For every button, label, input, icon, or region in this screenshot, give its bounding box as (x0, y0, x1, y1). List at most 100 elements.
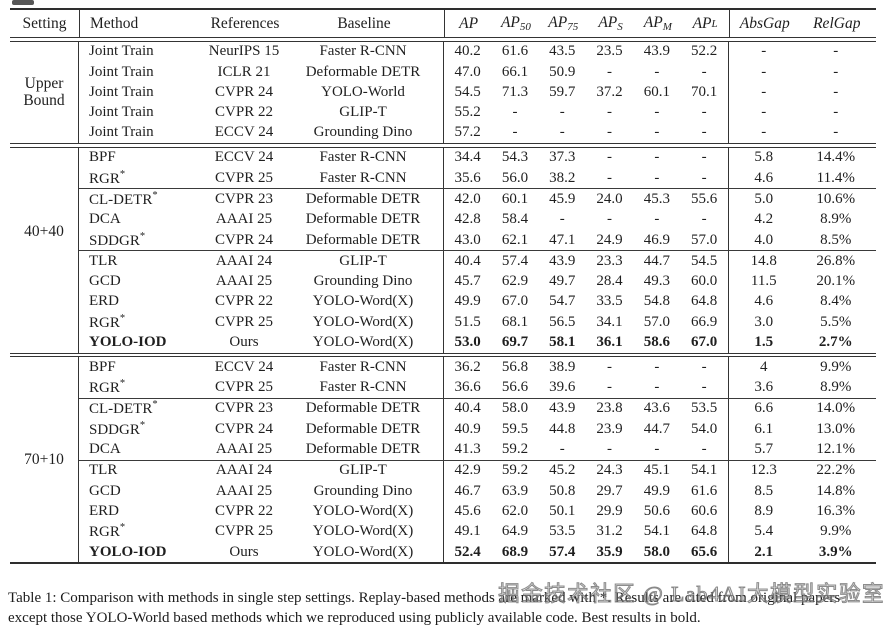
cell-relgap: 14.4% (816, 149, 856, 166)
section-divider (10, 352, 876, 358)
cell-ap: 45.7 (454, 273, 481, 290)
cell-apl: - (680, 147, 729, 168)
cell-apl: 54.1 (680, 460, 729, 482)
cell-apm: - (654, 149, 660, 166)
cell-ap: 55.2 (454, 104, 481, 121)
column-header-method: Method (90, 14, 139, 32)
cell-ap50: 62.1 (501, 231, 529, 248)
cell-relgap: 8.5% (820, 231, 852, 248)
cell-absgap: - (761, 104, 767, 121)
cell-aps: 23.3 (596, 252, 623, 269)
cell-aps: 23.9 (596, 420, 623, 437)
cell-absgap: 4 (760, 358, 768, 375)
cell-method: Joint Train (89, 104, 154, 121)
cell-apm: 43.9 (643, 43, 670, 60)
cell-baseline: Deformable DETR (283, 229, 444, 251)
cell-references: NeurIPS 15 (208, 43, 280, 60)
cell-ap75: 58.1 (549, 333, 576, 350)
cell-apl: 70.1 (680, 82, 729, 103)
cell-ap: 40.4 (454, 400, 481, 417)
cell-absgap: 3.6 (754, 379, 774, 396)
cell-ap75: 50.9 (549, 63, 576, 80)
table-row: GCD AAAI 25 Grounding Dino 46.7 63.9 50.8 29.7… (79, 481, 876, 502)
cell-apm: - (654, 169, 660, 186)
cell-relgap: 10.6% (816, 190, 856, 207)
cell-ap: 45.6 (454, 502, 481, 519)
cell-baseline: YOLO-Word(X) (283, 541, 444, 563)
cell-baseline: GLIP-T (283, 251, 444, 272)
cell-relgap: 14.0% (816, 400, 856, 417)
cell-absgap: - (761, 83, 767, 100)
table-section: Upper Bound Joint Train NeurIPS 15 Faster R… (10, 41, 876, 144)
cell-references: CVPR 25 (215, 313, 273, 330)
cell-ap75: 45.9 (549, 190, 576, 207)
cell-references: CVPR 24 (215, 83, 273, 100)
cell-relgap: - (833, 124, 839, 141)
cell-ap50: 59.2 (501, 441, 529, 458)
cell-baseline: Deformable DETR (283, 189, 444, 210)
cell-relgap: 22.2% (816, 462, 856, 479)
cell-baseline: Faster R-CNN (283, 167, 444, 189)
cell-apl: 61.6 (680, 481, 729, 502)
cell-ap50: 57.4 (501, 252, 529, 269)
cell-ap: 40.9 (454, 420, 481, 437)
cell-references: AAAI 25 (215, 211, 273, 228)
table-row: GCD AAAI 25 Grounding Dino 45.7 62.9 49.7 28.4… (79, 271, 876, 292)
cell-aps: 23.8 (596, 400, 623, 417)
cell-ap: 54.5 (454, 83, 481, 100)
table-row: YOLO-IOD Ours YOLO-Word(X) 52.4 68.9 57.4 35.9… (79, 541, 876, 563)
cell-ap75: 56.5 (549, 313, 576, 330)
cell-apm: 45.3 (643, 190, 670, 207)
setting-label: Upper Bound (23, 74, 65, 110)
cell-method: CL-DETR* (89, 399, 158, 418)
cell-ap50: 63.9 (501, 482, 529, 499)
cell-method: RGR* (89, 378, 126, 397)
cell-baseline: YOLO-Word(X) (283, 501, 444, 522)
cell-method: BPF (89, 149, 116, 166)
cell-absgap: 4.6 (754, 293, 774, 310)
cell-apm: 43.6 (643, 400, 670, 417)
cell-ap: 41.3 (454, 441, 481, 458)
column-header-ap50: AP50 (500, 14, 531, 33)
cell-aps: 24.3 (596, 462, 623, 479)
cell-baseline: YOLO-Word(X) (283, 521, 444, 542)
cell-ap50: 59.5 (501, 420, 529, 437)
table-row: TLR AAAI 24 GLIP-T 40.4 57.4 43.9 23.3 44.7 54.5… (79, 251, 876, 272)
cell-absgap: 4.0 (754, 231, 774, 248)
cell-baseline: Deformable DETR (283, 439, 444, 460)
column-header-setting: Setting (10, 10, 80, 37)
cell-references: CVPR 22 (215, 502, 273, 519)
cell-ap: 35.6 (454, 169, 481, 186)
cell-aps: - (607, 169, 613, 186)
cell-ap: 46.7 (454, 482, 481, 499)
table-row: RGR* CVPR 25 YOLO-Word(X) 51.5 68.1 56.5 34.1 5… (79, 312, 876, 333)
cell-aps: 35.9 (596, 543, 623, 560)
cell-aps: - (607, 211, 613, 228)
cell-apl: 60.0 (680, 271, 729, 292)
cell-aps: 31.2 (596, 523, 623, 540)
cell-aps: 24.0 (596, 190, 623, 207)
cell-absgap: - (761, 124, 767, 141)
cell-apm: - (654, 211, 660, 228)
cell-ap75: 43.9 (549, 400, 576, 417)
cell-relgap: 5.5% (820, 313, 852, 330)
cell-apm: 44.7 (643, 252, 670, 269)
cell-ap50: 56.8 (501, 358, 529, 375)
cell-method: Joint Train (89, 83, 154, 100)
cell-relgap: 12.1% (816, 441, 856, 458)
cell-relgap: 16.3% (816, 502, 856, 519)
cell-ap75: 53.5 (549, 523, 576, 540)
cell-relgap: 3.9% (818, 543, 853, 560)
table-row: ERD CVPR 22 YOLO-Word(X) 49.9 67.0 54.7 33.5 54… (79, 291, 876, 313)
cell-method: YOLO-IOD (89, 333, 167, 350)
table-bottom-rule (10, 562, 876, 565)
cell-method: SDDGR* (89, 230, 146, 249)
cell-apm: - (654, 441, 660, 458)
section-rows: BPF ECCV 24 Faster R-CNN 34.4 54.3 37.3- - -5.8… (79, 147, 876, 353)
cell-relgap: - (833, 83, 839, 100)
cell-ap50: 66.1 (501, 63, 529, 80)
cell-references: CVPR 22 (215, 104, 273, 121)
cell-relgap: 9.9% (820, 358, 852, 375)
cell-ap: 49.9 (454, 293, 481, 310)
